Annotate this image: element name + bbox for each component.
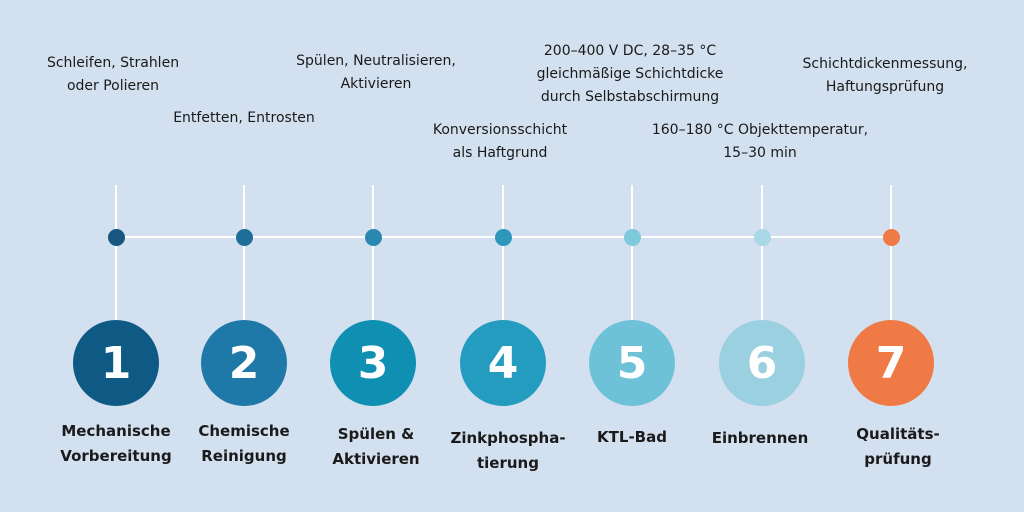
- step-number-7: 7: [875, 337, 907, 389]
- connector-line-5: [631, 185, 633, 320]
- timeline-dot-7: [882, 229, 900, 246]
- step-label-6: Einbrennen: [711, 429, 809, 447]
- step-description-4: Konversionsschicht als Haftgrund: [432, 122, 568, 161]
- timeline-dot-2: [235, 229, 253, 246]
- step-number-6: 6: [746, 337, 778, 389]
- timeline-dot-1: [107, 229, 125, 246]
- step-number-3: 3: [357, 337, 389, 389]
- step-circle-3: 3: [330, 320, 416, 406]
- timeline-dot-6: [753, 229, 771, 246]
- connector-line-2: [243, 185, 245, 320]
- step-label-3: Spülen & Aktivieren: [332, 425, 420, 468]
- step-circle-1: 1: [73, 320, 159, 406]
- step-circle-4: 4: [460, 320, 546, 406]
- step-description-1: Schleifen, Strahlen oder Polieren: [46, 55, 180, 94]
- connector-line-3: [372, 185, 374, 320]
- step-description-3: Spülen, Neutralisieren, Aktivieren: [296, 53, 456, 92]
- connector-line-7: [890, 185, 892, 320]
- step-description-5: 200–400 V DC, 28–35 °C gleichmäßige Schi…: [536, 43, 724, 105]
- step-label-7: Qualitäts- prüfung: [856, 425, 940, 468]
- step-label-4: Zinkphospha- tierung: [450, 429, 566, 472]
- step-circle-5: 5: [589, 320, 675, 406]
- step-circle-7: 7: [848, 320, 934, 406]
- connector-line-6: [761, 185, 763, 320]
- step-label-5: KTL-Bad: [597, 428, 667, 446]
- step-description-2: Entfetten, Entrosten: [173, 110, 315, 126]
- timeline-dot-4: [494, 229, 512, 246]
- step-number-2: 2: [228, 337, 260, 389]
- connector-line-1: [115, 185, 117, 320]
- step-circle-2: 2: [201, 320, 287, 406]
- timeline-dot-3: [364, 229, 382, 246]
- step-number-4: 4: [487, 337, 519, 389]
- connector-line-4: [502, 185, 504, 320]
- step-circle-6: 6: [719, 320, 805, 406]
- step-label-2: Chemische Reinigung: [198, 422, 290, 465]
- timeline-dot-5: [623, 229, 641, 246]
- step-number-1: 1: [100, 337, 132, 389]
- step-description-6: 160–180 °C Objekttemperatur, 15–30 min: [651, 122, 869, 161]
- step-number-5: 5: [616, 337, 648, 389]
- step-description-7: Schichtdickenmessung, Haftungsprüfung: [802, 56, 968, 95]
- step-label-1: Mechanische Vorbereitung: [60, 422, 172, 465]
